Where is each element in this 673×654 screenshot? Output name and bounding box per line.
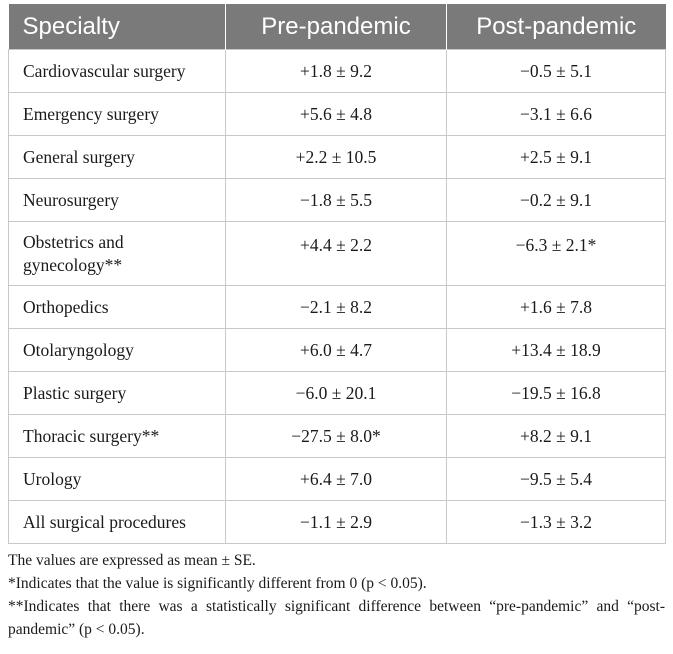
specialty-cell: All surgical procedures bbox=[8, 500, 226, 544]
post-pandemic-cell: −1.3 ± 3.2 bbox=[446, 500, 666, 544]
pre-pandemic-cell: +5.6 ± 4.8 bbox=[225, 92, 447, 136]
table-row: Thoracic surgery** −27.5 ± 8.0* +8.2 ± 9… bbox=[8, 414, 666, 458]
post-pandemic-cell: −3.1 ± 6.6 bbox=[446, 92, 666, 136]
pre-pandemic-cell: −6.0 ± 20.1 bbox=[225, 371, 447, 415]
table-footnotes: The values are expressed as mean ± SE. *… bbox=[8, 549, 665, 641]
table-row: Neurosurgery −1.8 ± 5.5 −0.2 ± 9.1 bbox=[8, 178, 666, 222]
specialty-cell: Urology bbox=[8, 457, 226, 501]
results-table-container: Specialty Pre-pandemic Post-pandemic Car… bbox=[8, 4, 666, 641]
table-row: General surgery +2.2 ± 10.5 +2.5 ± 9.1 bbox=[8, 135, 666, 179]
table-row: Otolaryngology +6.0 ± 4.7 +13.4 ± 18.9 bbox=[8, 328, 666, 372]
post-pandemic-cell: +2.5 ± 9.1 bbox=[446, 135, 666, 179]
table-row: All surgical procedures −1.1 ± 2.9 −1.3 … bbox=[8, 500, 666, 544]
table-row: Obstetrics and gynecology** +4.4 ± 2.2 −6… bbox=[8, 221, 666, 286]
specialty-cell: Emergency surgery bbox=[8, 92, 226, 136]
specialty-line-1: Obstetrics and bbox=[23, 232, 124, 252]
pre-pandemic-cell: −1.1 ± 2.9 bbox=[225, 500, 447, 544]
table-row: Orthopedics −2.1 ± 8.2 +1.6 ± 7.8 bbox=[8, 285, 666, 329]
pre-pandemic-cell: −1.8 ± 5.5 bbox=[225, 178, 447, 222]
pre-pandemic-cell: +4.4 ± 2.2 bbox=[225, 221, 447, 286]
pre-pandemic-cell: +2.2 ± 10.5 bbox=[225, 135, 447, 179]
pre-pandemic-cell: −2.1 ± 8.2 bbox=[225, 285, 447, 329]
pre-pandemic-cell: +6.0 ± 4.7 bbox=[225, 328, 447, 372]
specialty-cell: Obstetrics and gynecology** bbox=[8, 221, 226, 286]
header-pre-pandemic: Pre-pandemic bbox=[225, 4, 447, 50]
table-header-row: Specialty Pre-pandemic Post-pandemic bbox=[8, 4, 666, 50]
specialty-cell: General surgery bbox=[8, 135, 226, 179]
specialty-cell: Orthopedics bbox=[8, 285, 226, 329]
post-pandemic-cell: −9.5 ± 5.4 bbox=[446, 457, 666, 501]
table-row: Plastic surgery −6.0 ± 20.1 −19.5 ± 16.8 bbox=[8, 371, 666, 415]
post-pandemic-cell: −0.5 ± 5.1 bbox=[446, 49, 666, 93]
pre-pandemic-cell: +6.4 ± 7.0 bbox=[225, 457, 447, 501]
specialty-line-2: gynecology** bbox=[23, 255, 123, 275]
post-pandemic-cell: −19.5 ± 16.8 bbox=[446, 371, 666, 415]
specialty-cell: Thoracic surgery** bbox=[8, 414, 226, 458]
specialty-cell: Otolaryngology bbox=[8, 328, 226, 372]
table-row: Cardiovascular surgery +1.8 ± 9.2 −0.5 ±… bbox=[8, 49, 666, 93]
footnote-values: The values are expressed as mean ± SE. bbox=[8, 552, 256, 569]
post-pandemic-cell: −6.3 ± 2.1* bbox=[446, 221, 666, 286]
footnote-significance: *Indicates that the value is significant… bbox=[8, 575, 427, 592]
header-specialty: Specialty bbox=[8, 4, 226, 50]
post-pandemic-cell: +8.2 ± 9.1 bbox=[446, 414, 666, 458]
results-table: Specialty Pre-pandemic Post-pandemic Car… bbox=[8, 4, 666, 544]
pre-pandemic-cell: +1.8 ± 9.2 bbox=[225, 49, 447, 93]
footnote-difference: **Indicates that there was a statistical… bbox=[8, 598, 665, 638]
specialty-cell: Cardiovascular surgery bbox=[8, 49, 226, 93]
post-pandemic-cell: −0.2 ± 9.1 bbox=[446, 178, 666, 222]
specialty-cell: Plastic surgery bbox=[8, 371, 226, 415]
post-pandemic-cell: +1.6 ± 7.8 bbox=[446, 285, 666, 329]
table-row: Urology +6.4 ± 7.0 −9.5 ± 5.4 bbox=[8, 457, 666, 501]
post-pandemic-cell: +13.4 ± 18.9 bbox=[446, 328, 666, 372]
pre-pandemic-cell: −27.5 ± 8.0* bbox=[225, 414, 447, 458]
table-row: Emergency surgery +5.6 ± 4.8 −3.1 ± 6.6 bbox=[8, 92, 666, 136]
header-post-pandemic: Post-pandemic bbox=[446, 4, 666, 50]
specialty-cell: Neurosurgery bbox=[8, 178, 226, 222]
